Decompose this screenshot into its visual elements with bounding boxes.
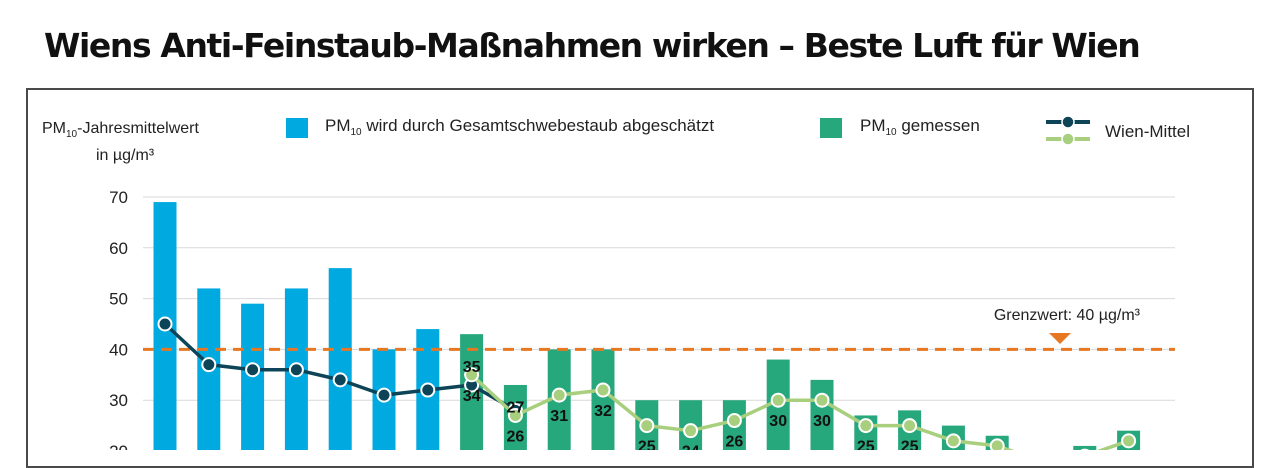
y-tick-label: 40 [109,340,128,359]
data-label: 30 [769,413,787,430]
line-point [378,389,391,402]
line-point [421,384,434,397]
line-point [202,358,215,371]
line-point [553,389,566,402]
line-point [159,318,172,331]
data-label: 35 [463,359,481,376]
chart-plot: 20 30 40 50 60 70 Grenzwert: 40 µg/m³ 35 34 27 26 3… [0,0,1280,450]
y-tick-label: 30 [109,391,128,410]
y-tick-label: 60 [109,239,128,258]
line-point [334,373,347,386]
data-label: 34 [463,388,481,405]
data-label: 32 [594,403,612,420]
data-label: 27 [507,399,525,416]
y-tick-label: 20 [109,442,128,450]
line-point [947,434,960,447]
line-point [991,439,1004,450]
bar [329,268,352,450]
line-point [772,394,785,407]
data-label: 30 [813,413,831,430]
line-point [640,419,653,432]
bar [592,349,615,450]
y-tick-label: 50 [109,290,128,309]
data-label: 26 [507,428,525,445]
line-point [246,363,259,376]
line-point [728,414,741,427]
y-tick-label: 70 [109,188,128,207]
data-label: 25 [857,439,875,450]
data-label: 31 [550,408,568,425]
limit-label: Grenzwert: 40 µg/m³ [994,307,1141,324]
line-point [903,419,916,432]
line-point [859,419,872,432]
data-label: 24 [682,444,700,450]
data-label: 26 [726,434,744,450]
line-point [816,394,829,407]
data-label: 25 [901,439,919,450]
line-point [290,363,303,376]
limit-marker-icon [1049,333,1071,344]
line-point [684,424,697,437]
line-point [597,384,610,397]
line-point [1122,434,1135,447]
data-label: 25 [638,439,656,450]
